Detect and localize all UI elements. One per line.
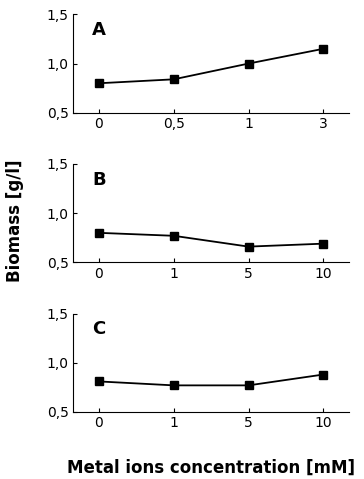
Text: B: B [92, 171, 106, 189]
Text: Metal ions concentration [mM]: Metal ions concentration [mM] [67, 458, 355, 477]
Text: A: A [92, 21, 106, 39]
Text: Biomass [g/l]: Biomass [g/l] [5, 159, 24, 282]
Text: C: C [92, 320, 106, 339]
